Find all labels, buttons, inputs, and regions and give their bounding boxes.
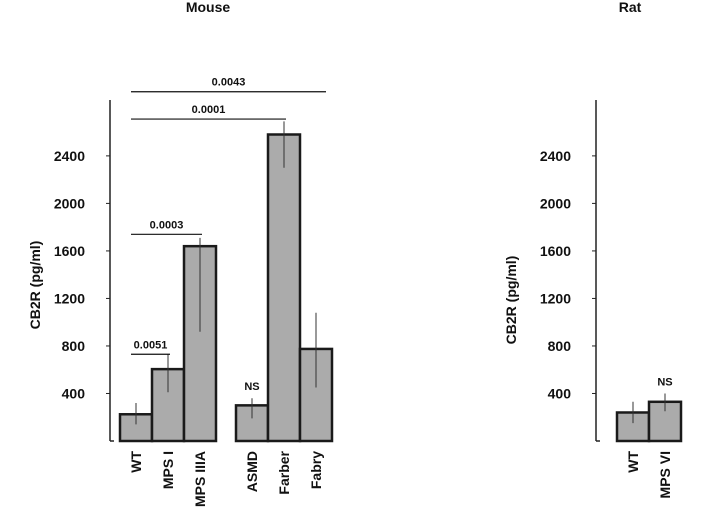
rat-y-tick-label: 800 <box>548 338 572 354</box>
mouse-comparison-pvalue: 0.0003 <box>150 219 184 231</box>
rat-bar-annotation: NS <box>657 376 672 388</box>
rat-panel: Rat CB2R (pg/ml) 400 800 1200 1600 2000 2400 W… <box>503 0 683 498</box>
mouse-y-tick-label: 1600 <box>54 243 85 259</box>
mouse-bar-annotation: NS <box>244 381 259 393</box>
mouse-category-label: MPS I <box>160 451 176 489</box>
rat-category-label: MPS VI <box>657 451 673 498</box>
mouse-y-tick-label: 2400 <box>54 148 85 164</box>
mouse-category-label: Farber <box>276 450 292 494</box>
mouse-bar-mps-iiia <box>182 244 218 443</box>
rat-y-tick-label: 2400 <box>540 148 571 164</box>
mouse-y-tick-label: 800 <box>62 338 86 354</box>
rat-y-axis-label: CB2R (pg/ml) <box>503 256 519 345</box>
mouse-y-tick-label: 2000 <box>54 195 85 211</box>
rat-y-tick-label: 1200 <box>540 290 571 306</box>
rat-title: Rat <box>619 0 642 15</box>
mouse-y-tick-label: 400 <box>62 385 86 401</box>
mouse-y-tick-label: 1200 <box>54 290 85 306</box>
mouse-category-label: WT <box>128 451 144 473</box>
rat-y-tick-label: 2000 <box>540 195 571 211</box>
mouse-panel: Mouse CB2R (pg/ml) 400 800 1200 1600 2000 240… <box>27 0 334 507</box>
mouse-comparison-pvalue: 0.0043 <box>212 77 246 89</box>
mouse-title: Mouse <box>186 0 231 15</box>
mouse-comparison-pvalue: 0.0051 <box>134 339 168 351</box>
rat-y-tick-label: 1600 <box>540 243 571 259</box>
mouse-comparison-pvalue: 0.0001 <box>192 104 226 116</box>
mouse-category-label: MPS IIIA <box>192 451 208 507</box>
rat-y-tick-label: 400 <box>548 385 572 401</box>
rat-category-label: WT <box>625 451 641 473</box>
mouse-y-axis-label: CB2R (pg/ml) <box>27 241 43 330</box>
mouse-category-label: Fabry <box>308 451 324 489</box>
mouse-bar-farber <box>266 133 302 443</box>
mouse-category-label: ASMD <box>244 451 260 492</box>
